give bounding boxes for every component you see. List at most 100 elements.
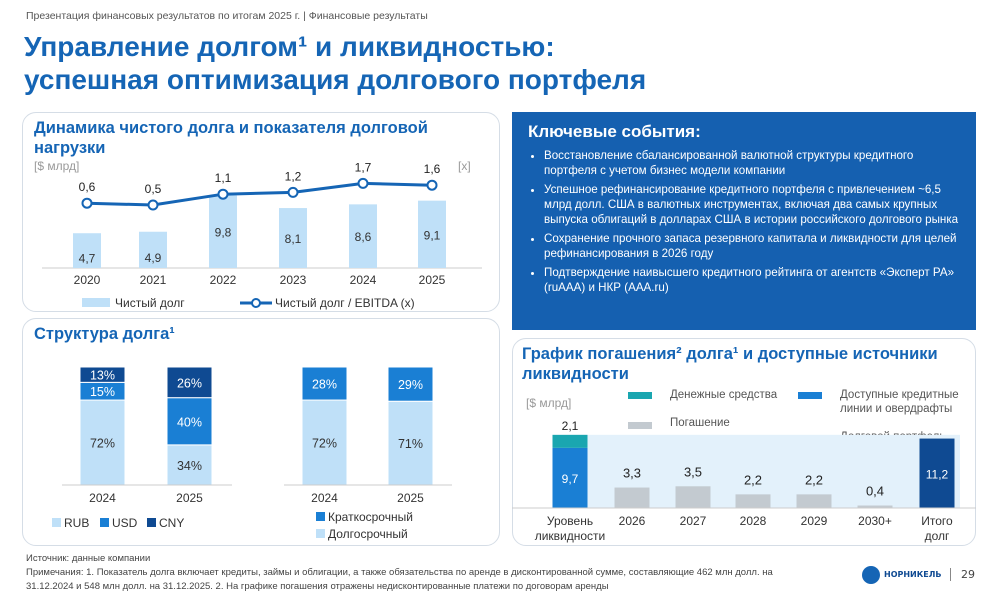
y-axis-label: [$ млрд] (34, 159, 79, 173)
net-debt-title: Динамика чистого долга и показателя долг… (34, 119, 428, 157)
x-tick-label: 2026 (619, 514, 646, 528)
repayment-title: График погашения² долга¹ и доступные ист… (522, 345, 938, 383)
key-events-box: Ключевые события: Восстановление сбаланс… (512, 112, 976, 330)
segment-label: 40% (177, 415, 202, 429)
bar-net-debt (279, 208, 307, 268)
bar-label: 8,1 (285, 232, 302, 246)
x-tick-label: 2029 (801, 514, 828, 528)
segment-label: 15% (90, 385, 115, 399)
x-tick-label: 2023 (280, 273, 307, 287)
page-title: Управление долгом¹ и ликвидностью: успешн… (24, 30, 646, 96)
legend-repayment: Погашение (670, 417, 730, 429)
legend-swatch (316, 529, 325, 538)
bar-total-debt (919, 438, 955, 508)
x-tick-label: 2025 (419, 273, 446, 287)
line-label: 1,1 (215, 171, 232, 185)
repayment-chart: [$ млрд] Денежные средства Погашение Доступ… (512, 389, 976, 543)
debt-structure-chart: 72% 15% 13% 2024 34% 40% 26% 2025 72% 28% 2024 71% 2… (52, 366, 452, 541)
logo-text: НОРНИКЕЛЬ (884, 570, 942, 579)
x-tick-label: 2024 (350, 273, 377, 287)
net-debt-chart: [$ млрд] [x] 4,7 2020 4,9 2021 9,8 2022 8,1 2023 8… (34, 159, 482, 310)
stacked-segment-краткосрочный (387, 366, 434, 402)
bar-label: 9,1 (424, 228, 441, 242)
nornickel-logo-icon (862, 566, 880, 584)
bar-label: 11,2 (926, 467, 949, 481)
x-tick-label: 2030+ (858, 514, 892, 528)
bar-label: 3,5 (684, 464, 702, 479)
legend-ratio: Чистый долг / EBITDA (x) (275, 296, 415, 310)
x-tick-label: 2024 (89, 491, 116, 505)
legend-short-term: Краткосрочный (328, 510, 413, 524)
bar-label: 4,9 (145, 251, 162, 265)
legend-credit-lines-2: линии и овердрафты (840, 403, 952, 415)
stacked-segment-cny (79, 366, 126, 383)
legend-cny: CNY (159, 516, 184, 530)
x-tick-label: 2025 (176, 491, 203, 505)
x-tick-label: 2028 (740, 514, 767, 528)
bar-net-debt (139, 231, 167, 268)
legend-swatch-point (251, 298, 261, 308)
segment-label: 13% (90, 369, 115, 383)
segment-label: 71% (398, 437, 423, 451)
bar-repayment (735, 494, 771, 508)
segment-label: 28% (312, 378, 337, 392)
x-tick-label: Уровень (547, 514, 593, 528)
legend-rub: RUB (64, 516, 89, 530)
stacked-segment-краткосрочный (301, 366, 348, 401)
segment-label: 26% (177, 376, 202, 390)
x-tick-label: 2024 (311, 491, 338, 505)
bar-repayment (857, 505, 893, 508)
bar-repayment (796, 494, 832, 508)
x-tick-label: 2020 (74, 273, 101, 287)
legend-swatch (628, 392, 652, 399)
line-label: 0,6 (79, 180, 96, 194)
legend-usd: USD (112, 516, 138, 530)
line-label: 1,7 (355, 160, 372, 174)
stacked-segment-долгосрочный (387, 400, 434, 486)
y2-axis-label: [x] (458, 159, 471, 173)
y-axis-label: [$ млрд] (526, 396, 571, 410)
line-point (287, 186, 299, 198)
x-tick-label: ликвидности (535, 529, 606, 543)
bar-net-debt (209, 195, 237, 268)
bar-net-debt (73, 233, 101, 268)
x-tick-label: 2021 (140, 273, 167, 287)
x-tick-label: Итого (921, 514, 953, 528)
line-net-debt-ebitda (86, 181, 433, 207)
bar-credit-lines (552, 447, 588, 508)
bar-label: 4,7 (79, 252, 96, 266)
legend-swatch (316, 512, 325, 521)
stacked-segment-rub (166, 444, 213, 486)
footnotes: Примечания: 1. Показатель долга включает… (26, 567, 773, 592)
key-events-title: Ключевые события: (528, 122, 701, 141)
segment-label: 72% (312, 437, 337, 451)
segment-label: 72% (90, 437, 115, 451)
line-label: 1,2 (285, 169, 302, 183)
bar-net-debt (418, 200, 446, 268)
bar-label: 9,8 (215, 226, 232, 240)
legend-swatch (100, 518, 109, 527)
title-line-1: Управление долгом¹ и ликвидностью: (24, 31, 555, 62)
stacked-segment-cny (166, 366, 213, 399)
legend-swatch-net-debt (82, 298, 110, 307)
event-item: Восстановление сбалансированной валютной… (544, 148, 960, 178)
event-item: Сохранение прочного запаса резервного ка… (544, 231, 960, 261)
bar-cash (552, 434, 588, 448)
line-label: 0,5 (145, 182, 162, 196)
legend-swatch (628, 422, 652, 429)
legend-cash: Денежные средства (670, 389, 778, 401)
bar-label: 2,2 (805, 472, 823, 487)
legend-net-debt: Чистый долг (115, 296, 185, 310)
debt-structure-panel (22, 318, 500, 546)
x-tick-label: 2027 (680, 514, 707, 528)
segment-label: 34% (177, 459, 202, 473)
event-item: Подтверждение наивысшего кредитного рейт… (544, 265, 960, 295)
legend-swatch (52, 518, 61, 527)
line-point (217, 188, 229, 200)
repayment-panel (512, 338, 976, 546)
line-point (426, 179, 438, 191)
x-tick-label: долг (925, 529, 950, 543)
legend-swatch (798, 392, 822, 399)
bar-label: 8,6 (355, 230, 372, 244)
breadcrumb: Презентация финансовых результатов по ит… (26, 10, 428, 22)
